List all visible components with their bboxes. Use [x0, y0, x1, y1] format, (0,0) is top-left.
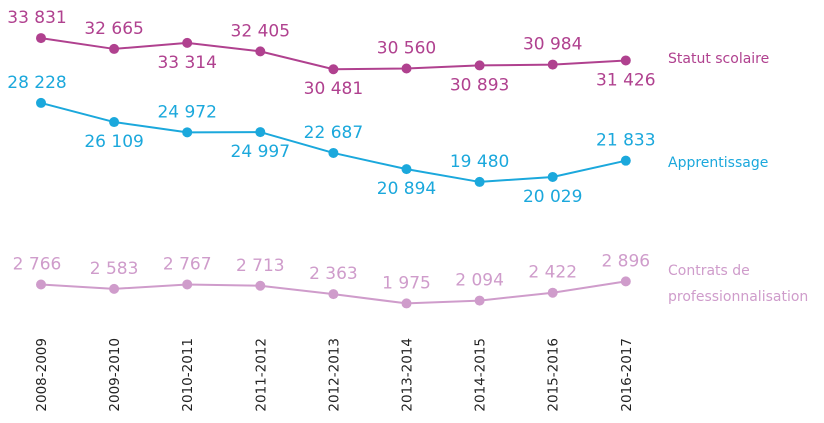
data-label: 24 972: [157, 102, 216, 122]
data-point: [401, 63, 412, 74]
data-label: 2 363: [309, 264, 358, 284]
x-tick-label: 2016-2017: [619, 338, 635, 412]
x-tick-label: 2010-2011: [180, 338, 196, 412]
data-point: [401, 164, 412, 175]
data-point: [474, 60, 485, 71]
data-label: 2 713: [236, 256, 285, 276]
data-point: [255, 280, 266, 291]
data-label: 32 665: [84, 19, 143, 39]
data-label: 24 997: [231, 142, 290, 162]
data-point: [620, 55, 631, 66]
data-label: 1 975: [382, 273, 431, 293]
data-label: 2 896: [601, 251, 650, 271]
data-label: 32 405: [231, 21, 290, 41]
data-point: [547, 59, 558, 70]
data-label: 30 893: [450, 75, 509, 95]
data-point: [182, 37, 193, 48]
data-label: 2 094: [455, 271, 504, 291]
data-point: [620, 276, 631, 287]
data-label: 26 109: [84, 132, 143, 152]
data-label: 2 583: [90, 259, 139, 279]
data-point: [474, 176, 485, 187]
data-label: 2 422: [528, 263, 577, 283]
data-point: [328, 64, 339, 75]
data-point: [36, 97, 46, 108]
data-label: 30 560: [377, 39, 436, 59]
x-tick-label: 2008-2009: [34, 338, 50, 412]
data-label: 30 481: [304, 79, 363, 99]
data-point: [109, 283, 120, 294]
data-point: [182, 279, 193, 290]
data-label: 20 029: [523, 187, 582, 207]
data-point: [547, 171, 558, 182]
x-tick-label: 2014-2015: [473, 338, 489, 412]
data-point: [547, 287, 558, 298]
legend-label: Contrats de professionnalisation: [668, 263, 809, 305]
data-label: 31 426: [596, 70, 655, 90]
data-label: 33 314: [157, 53, 216, 73]
data-point: [474, 295, 485, 306]
data-label: 2 766: [13, 254, 62, 274]
data-label: 33 831: [7, 8, 66, 28]
x-tick-label: 2015-2016: [546, 338, 562, 412]
data-label: 30 984: [523, 35, 582, 55]
data-point: [182, 127, 193, 138]
data-point: [620, 155, 631, 166]
data-point: [36, 279, 46, 290]
data-point: [255, 46, 266, 57]
data-label: 28 228: [7, 73, 66, 93]
data-point: [328, 289, 339, 300]
data-label: 19 480: [450, 152, 509, 172]
x-tick-label: 2011-2012: [253, 338, 269, 412]
data-label: 20 894: [377, 179, 436, 199]
x-tick-label: 2009-2010: [107, 338, 123, 412]
data-label: 21 833: [596, 131, 655, 151]
legend-label: Apprentissage: [668, 155, 769, 171]
data-point: [255, 127, 266, 138]
legend-label: Statut scolaire: [668, 51, 770, 67]
x-tick-label: 2013-2014: [400, 338, 416, 412]
data-point: [109, 117, 120, 128]
data-label: 22 687: [304, 123, 363, 143]
data-point: [328, 147, 339, 158]
data-point: [109, 43, 120, 54]
data-point: [36, 33, 46, 44]
x-tick-label: 2012-2013: [326, 338, 342, 412]
data-label: 2 767: [163, 254, 212, 274]
data-point: [401, 298, 412, 309]
